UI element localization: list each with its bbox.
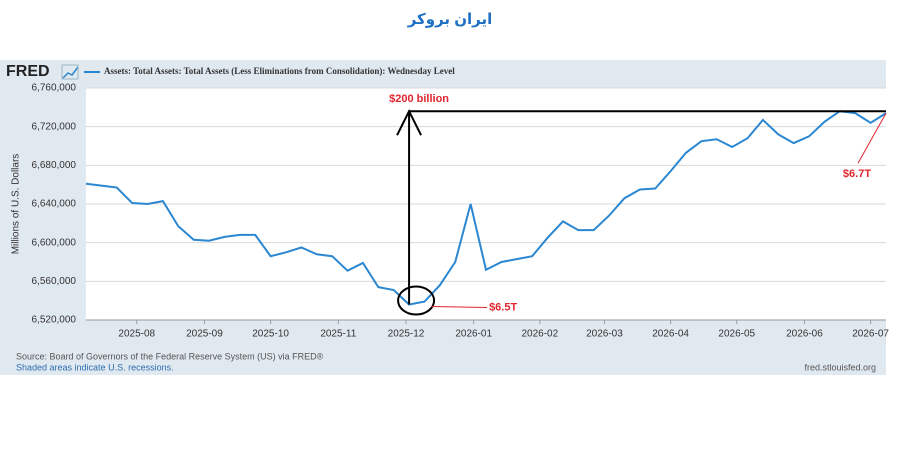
brand-logo: ایران بروکر: [407, 11, 493, 28]
x-tick-label: 2026-01: [455, 329, 492, 340]
x-tick-label: 2026-05: [718, 329, 755, 340]
high-pointer: [857, 112, 887, 164]
y-tick-label: 6,640,000: [32, 199, 77, 210]
x-tick-label: 2025-08: [118, 329, 155, 340]
x-tick-label: 2025-12: [388, 329, 425, 340]
x-tick-label: 2025-11: [320, 329, 356, 340]
source: Source: Board of Governors of the Federa…: [16, 351, 324, 361]
y-tick-label: 6,720,000: [32, 121, 77, 132]
x-tick-label: 2026-07: [852, 329, 889, 340]
site: fred.stlouisfed.org: [804, 362, 876, 372]
recession-note: Shaded areas indicate U.S. recessions.: [16, 362, 174, 372]
range-label: $200 billion: [389, 93, 449, 105]
fred-icon: [62, 66, 79, 79]
y-axis-label: Millions of U.S. Dollars: [11, 154, 22, 255]
y-tick-label: 6,600,000: [32, 237, 77, 248]
low-pointer: [431, 306, 488, 309]
legend-label: Assets: Total Assets: Total Assets (Less…: [104, 66, 455, 76]
x-tick-label: 2026-06: [786, 329, 823, 340]
y-tick-label: 6,520,000: [32, 315, 77, 326]
low-label: $6.5T: [489, 301, 517, 313]
x-tick-label: 2026-02: [521, 329, 558, 340]
x-tick-label: 2026-03: [586, 329, 623, 340]
high-label: $6.7T: [843, 168, 871, 180]
fred-logo: FRED: [6, 63, 50, 80]
y-tick-label: 6,560,000: [32, 276, 77, 287]
x-tick-label: 2025-10: [252, 329, 289, 340]
x-tick-label: 2025-09: [186, 329, 223, 340]
low-circle: [397, 285, 436, 316]
y-tick-label: 6,680,000: [32, 160, 77, 171]
y-tick-label: 6,760,000: [32, 83, 77, 94]
fred-icon-box: [61, 64, 79, 80]
data-line: [85, 110, 887, 306]
x-tick-label: 2026-04: [652, 329, 689, 340]
